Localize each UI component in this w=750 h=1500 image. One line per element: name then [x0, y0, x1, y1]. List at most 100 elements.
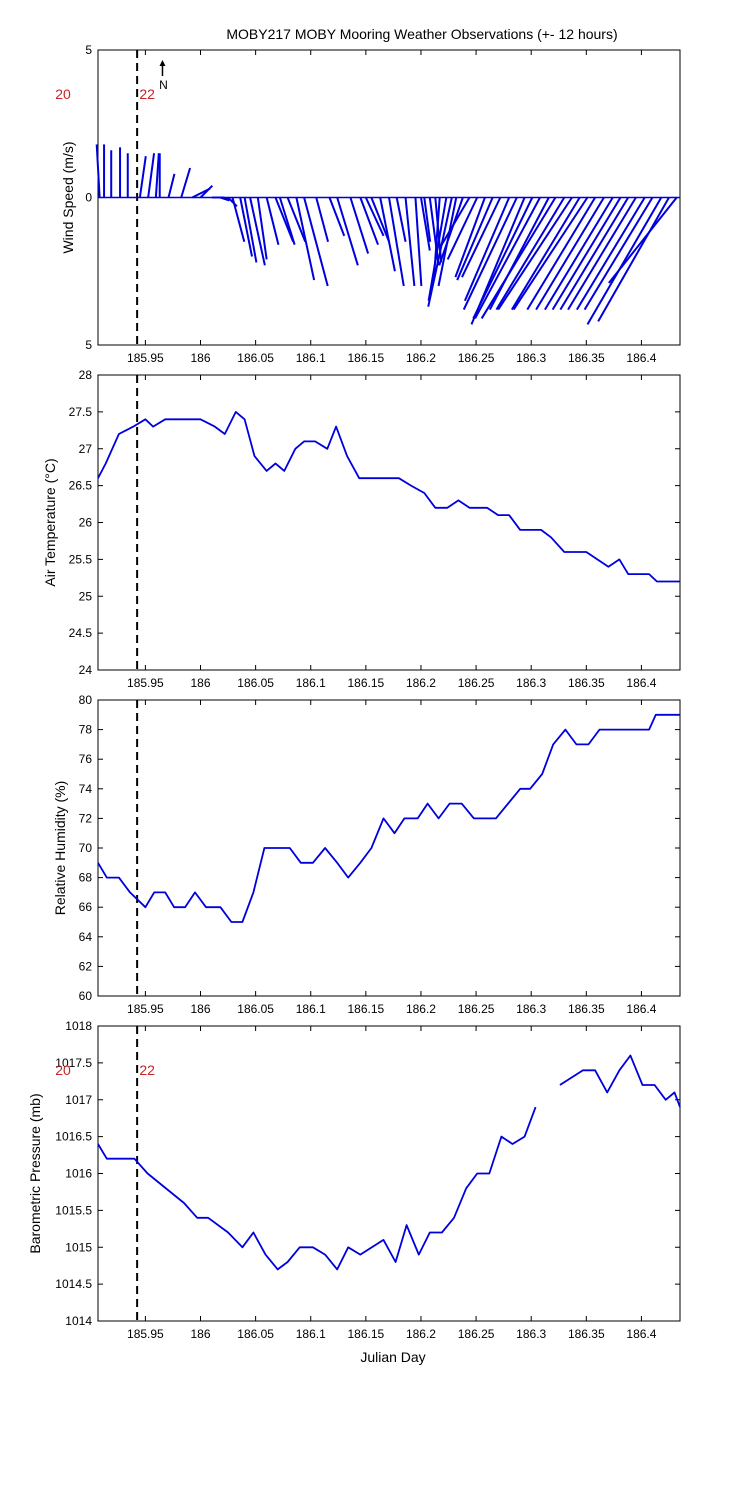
y-tick-label: 1016 [65, 1167, 92, 1181]
wind-vector [462, 197, 518, 311]
wind-vector [510, 196, 581, 311]
north-arrowhead-icon [159, 60, 166, 66]
wind-vector [463, 197, 511, 302]
wind-vector [495, 196, 566, 311]
wind-vector [249, 197, 266, 266]
panel-relative_humidity: 185.95 186 186.05 186.1 186.15 186.2 186.25 186… [52, 693, 681, 1016]
wind-vector [223, 196, 231, 202]
wind-vector [303, 197, 329, 287]
x-tick-label: 186.25 [458, 351, 495, 365]
hour-label: 22 [139, 1062, 155, 1078]
y-tick-label: 5 [85, 43, 92, 57]
y-tick-label: 72 [79, 811, 93, 825]
wind-vector [488, 197, 550, 311]
wind-vector [265, 197, 280, 245]
y-tick-label: 60 [79, 989, 93, 1003]
y-tick-label: 1018 [65, 1019, 92, 1033]
x-tick-label: 186.25 [458, 1002, 495, 1016]
y-tick-label: 74 [79, 782, 93, 796]
wind-vector [328, 197, 346, 237]
wind-vector [423, 197, 432, 242]
x-tick-label: 186 [190, 676, 210, 690]
wind-vector [567, 196, 637, 311]
wind-vector [95, 144, 101, 198]
y-tick-label: 24.5 [69, 626, 93, 640]
wind-vector [427, 197, 453, 307]
x-tick-label: 186.05 [237, 1002, 274, 1016]
wind-vector [544, 196, 614, 311]
x-tick-label: 186.05 [237, 676, 274, 690]
north-label: N [159, 78, 168, 92]
panels: 185.95 186 186.05 186.1 186.15 186.2 186.25 186… [27, 43, 681, 1341]
wind-vector [274, 197, 295, 243]
wind-vector [439, 196, 471, 249]
wind-vector [512, 196, 589, 311]
wind-vector [278, 197, 296, 245]
y-tick-label: 1015 [65, 1240, 92, 1254]
x-tick-label: 185.95 [127, 1327, 164, 1341]
x-axis-label: Julian Day [360, 1349, 425, 1365]
hour-label: 20 [55, 86, 71, 102]
x-tick-label: 185.95 [127, 351, 164, 365]
x-tick-label: 186.1 [296, 676, 326, 690]
wind-vector [526, 196, 596, 311]
x-tick-label: 186.1 [296, 351, 326, 365]
x-tick-label: 186.15 [348, 351, 385, 365]
x-tick-label: 186.05 [237, 1327, 274, 1341]
wind-vector [231, 197, 246, 243]
y-tick-label: 27 [79, 442, 93, 456]
wind-vector [461, 197, 502, 278]
y-tick-label: 68 [79, 871, 93, 885]
y-axis-label: Relative Humidity (%) [52, 781, 68, 916]
x-tick-label: 186.1 [296, 1327, 326, 1341]
x-tick-label: 186.35 [568, 1002, 605, 1016]
wind-vector [388, 197, 405, 287]
y-tick-label: 78 [79, 723, 93, 737]
wind-vector [379, 197, 396, 272]
series-line-air_temperature [97, 410, 680, 583]
wind-vector [456, 197, 494, 281]
y-tick-label: 28 [79, 368, 93, 382]
x-tick-label: 186.2 [406, 676, 436, 690]
x-tick-label: 186.05 [237, 351, 274, 365]
y-tick-label: 5 [85, 338, 92, 352]
y-tick-label: 25.5 [69, 552, 93, 566]
wind-vector [404, 197, 416, 287]
wind-vector [427, 197, 448, 301]
x-tick-label: 186.25 [458, 1327, 495, 1341]
plot-frame [97, 699, 681, 997]
y-tick-label: 1014.5 [55, 1277, 92, 1291]
wind-vector [414, 197, 423, 287]
x-tick-label: 186.3 [516, 351, 546, 365]
wind-vector [395, 197, 407, 242]
x-tick-label: 185.95 [127, 1002, 164, 1016]
y-tick-label: 1017 [65, 1093, 92, 1107]
wind-vector [349, 197, 370, 254]
wind-vector [370, 197, 390, 243]
wind-vector [551, 196, 622, 311]
y-tick-label: 1016.5 [55, 1130, 92, 1144]
wind-vector [295, 197, 316, 281]
wind-vector [608, 196, 678, 284]
x-tick-label: 186.35 [568, 1327, 605, 1341]
y-tick-label: 24 [79, 663, 93, 677]
y-tick-label: 76 [79, 752, 93, 766]
wind-vector [497, 196, 573, 311]
x-tick-label: 186.15 [348, 676, 385, 690]
wind-vector [147, 153, 156, 198]
series-line-barometric_pressure [97, 1106, 537, 1271]
wind-vector [446, 197, 479, 260]
y-axis-label: Air Temperature (°C) [42, 458, 58, 586]
wind-vector [239, 197, 253, 257]
x-tick-label: 186.1 [296, 1002, 326, 1016]
wind-vector [256, 197, 268, 260]
y-tick-label: 80 [79, 693, 93, 707]
x-tick-label: 186.2 [406, 1002, 436, 1016]
x-tick-label: 186.25 [458, 676, 495, 690]
hour-label: 20 [55, 1062, 71, 1078]
wind-vector [336, 197, 359, 266]
wind-vector [154, 153, 160, 198]
wind-vector [419, 197, 431, 251]
wind-vector [138, 156, 147, 198]
x-tick-label: 186.4 [626, 351, 656, 365]
